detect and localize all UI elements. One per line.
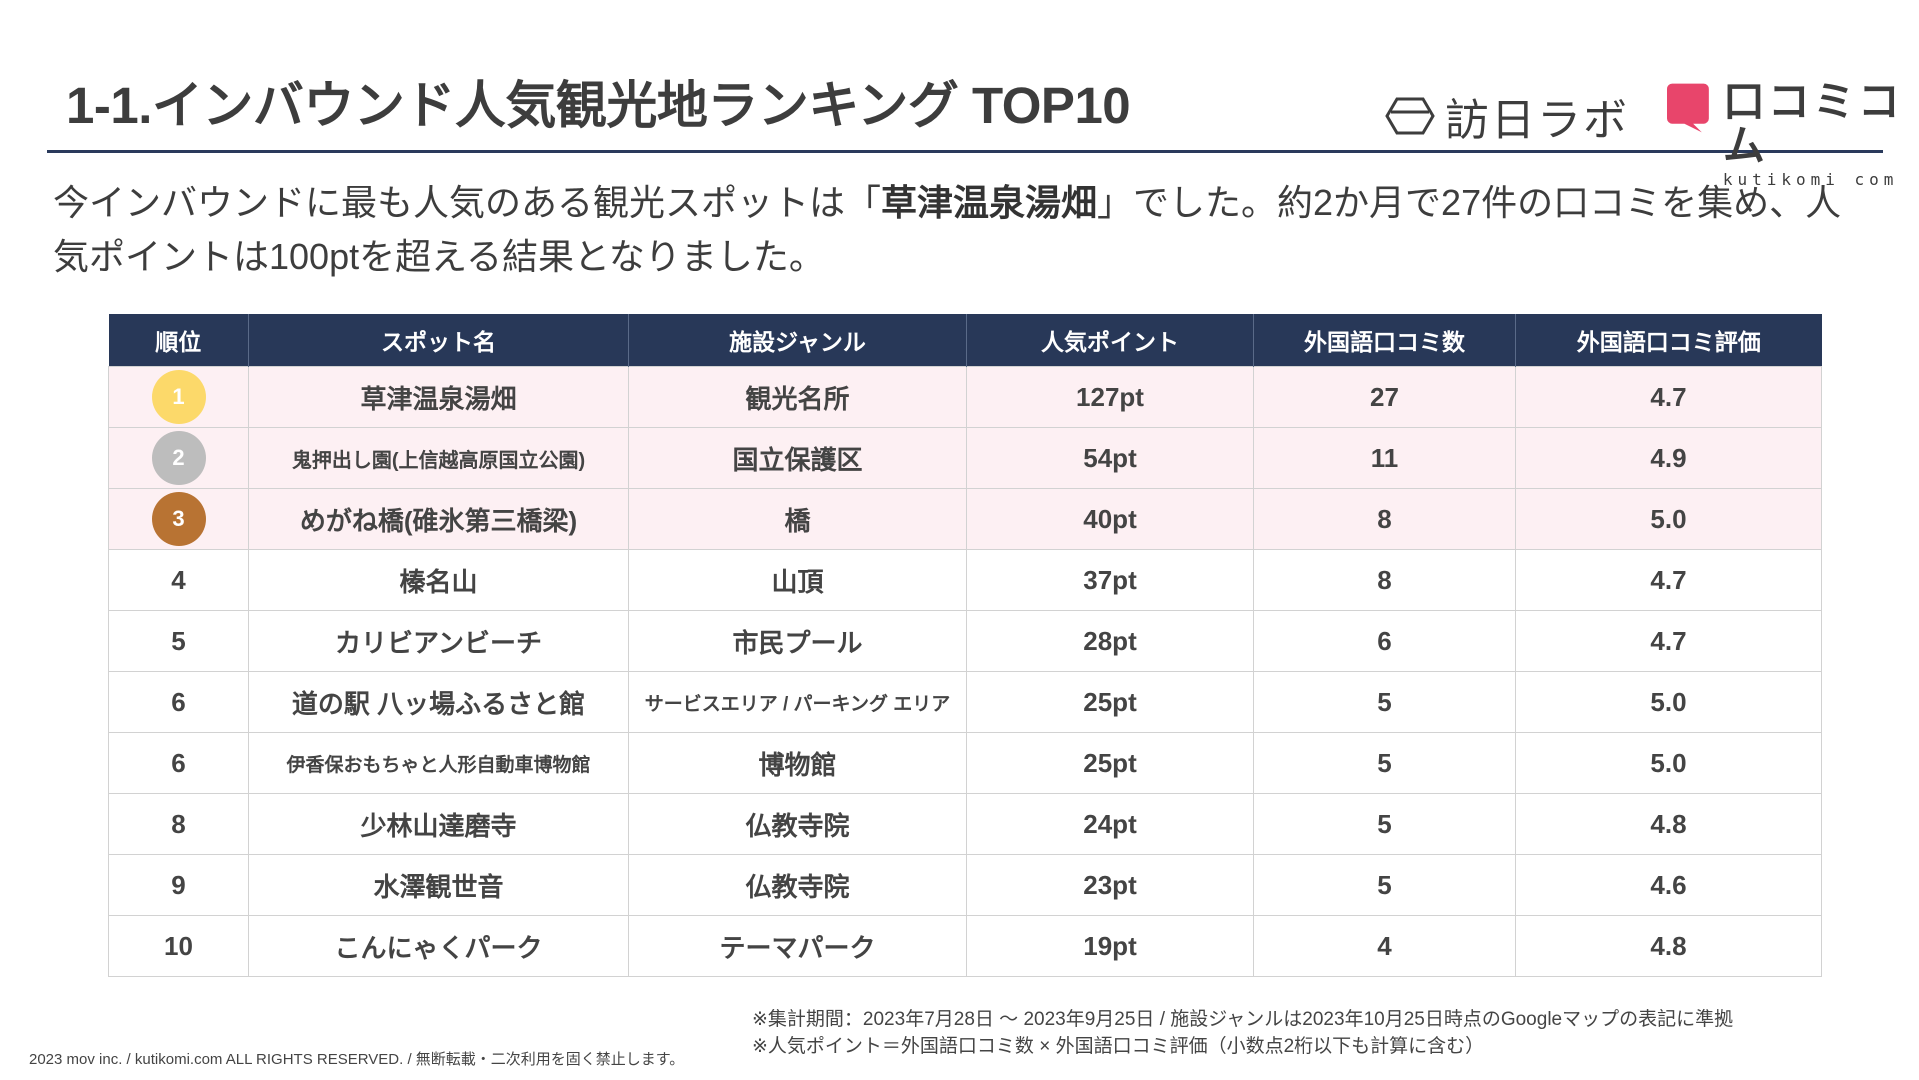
points-cell: 127pt [966,366,1254,428]
count-cell: 6 [1253,610,1516,672]
points-cell: 23pt [966,854,1254,916]
table-row: 1 草津温泉湯畑 観光名所 127pt 27 4.7 [108,366,1822,428]
footnotes: ※集計期間：2023年7月28日 〜 2023年9月25日 / 施設ジャンルは2… [752,1006,1733,1060]
rating-cell: 4.7 [1515,366,1822,428]
kuchikomi-logo: 口コミコム kutikomi com [1667,80,1919,189]
table-row: 10 こんにゃくパーク テーマパーク 19pt 4 4.8 [108,915,1822,977]
genre-cell: 観光名所 [628,366,967,428]
ranking-table: 順位 スポット名 施設ジャンル 人気ポイント 外国語口コミ数 外国語口コミ評価 … [108,314,1822,977]
count-cell: 8 [1253,488,1516,550]
rank-cell: 4 [108,549,249,611]
rating-cell: 4.7 [1515,549,1822,611]
speech-bubble-logo-icon [1667,83,1709,133]
points-cell: 25pt [966,732,1254,794]
table-row: 2 鬼押出し園(上信越高原国立公園) 国立保護区 54pt 11 4.9 [108,427,1822,489]
spot-cell: 少林山達磨寺 [248,793,629,855]
header-rank: 順位 [108,314,249,367]
spot-cell: 道の駅 八ッ場ふるさと館 [248,671,629,733]
table-row: 9 水澤観世音 仏教寺院 23pt 5 4.6 [108,854,1822,916]
genre-cell: 山頂 [628,549,967,611]
rank-cell: 6 [108,671,249,733]
table-row: 6 道の駅 八ッ場ふるさと館 サービスエリア / パーキング エリア 25pt … [108,671,1822,733]
count-cell: 27 [1253,366,1516,428]
footnote-period: ※集計期間：2023年7月28日 〜 2023年9月25日 / 施設ジャンルは2… [752,1009,1734,1030]
table-header-row: 順位 スポット名 施設ジャンル 人気ポイント 外国語口コミ数 外国語口コミ評価 [108,314,1822,367]
count-cell: 11 [1253,427,1516,489]
genre-cell: 国立保護区 [628,427,967,489]
genre-cell: 橋 [628,488,967,550]
points-cell: 28pt [966,610,1254,672]
footnote-formula: ※人気ポイント＝外国語口コミ数 × 外国語口コミ評価（小数点2桁以下も計算に含む… [752,1036,1485,1057]
points-cell: 24pt [966,793,1254,855]
spot-cell: めがね橋(碓氷第三橋梁) [248,488,629,550]
page-title: 1-1.インバウンド人気観光地ランキング TOP10 [66,77,1131,134]
rating-cell: 4.7 [1515,610,1822,672]
points-cell: 19pt [966,915,1254,977]
table-row: 3 めがね橋(碓氷第三橋梁) 橋 40pt 8 5.0 [108,488,1822,550]
rank-cell: 6 [108,732,249,794]
rank-cell: 8 [108,793,249,855]
genre-cell: サービスエリア / パーキング エリア [628,671,967,733]
rating-cell: 4.9 [1515,427,1822,489]
count-cell: 5 [1253,671,1516,733]
bronze-medal-icon: 3 [151,492,206,546]
points-cell: 54pt [966,427,1254,489]
hexagon-logo-icon [1385,97,1435,135]
gold-medal-icon: 1 [151,370,206,424]
genre-cell: 仏教寺院 [628,854,967,916]
genre-cell: 市民プール [628,610,967,672]
rating-cell: 4.8 [1515,915,1822,977]
table-row: 6 伊香保おもちゃと人形自動車博物館 博物館 25pt 5 5.0 [108,732,1822,794]
points-cell: 25pt [966,671,1254,733]
silver-medal-icon: 2 [151,431,206,485]
spot-cell: 伊香保おもちゃと人形自動車博物館 [248,732,629,794]
count-cell: 5 [1253,854,1516,916]
rating-cell: 5.0 [1515,732,1822,794]
summary-after: 」でした。約2か月で27件の口コミを集め、人気ポイントは100ptを超える結果と… [53,182,1842,277]
header-points: 人気ポイント [966,314,1254,367]
rating-cell: 4.8 [1515,793,1822,855]
table-row: 4 榛名山 山頂 37pt 8 4.7 [108,549,1822,611]
spot-cell: カリビアンビーチ [248,610,629,672]
spot-cell: 榛名山 [248,549,629,611]
genre-cell: 博物館 [628,732,967,794]
summary-highlight: 草津温泉湯畑 [881,182,1098,223]
spot-cell: こんにゃくパーク [248,915,629,977]
hounichi-logo-text: 訪日ラボ [1445,95,1629,146]
title-divider [47,150,1883,153]
genre-cell: テーマパーク [628,915,967,977]
summary-before: 今インバウンドに最も人気のある観光スポットは「 [53,182,882,223]
header-genre: 施設ジャンル [628,314,967,367]
rank-cell: 5 [108,610,249,672]
rank-cell: 1 [108,366,249,428]
header-review-rating: 外国語口コミ評価 [1515,314,1822,367]
kuchikomi-logo-subtext: kutikomi com [1722,170,1899,189]
rank-cell: 9 [108,854,249,916]
points-cell: 37pt [966,549,1254,611]
spot-cell: 鬼押出し園(上信越高原国立公園) [248,427,629,489]
copyright-text: 2023 mov inc. / kutikomi.com ALL RIGHTS … [29,1051,685,1068]
rating-cell: 5.0 [1515,488,1822,550]
spot-cell: 草津温泉湯畑 [248,366,629,428]
count-cell: 5 [1253,793,1516,855]
rank-cell: 10 [108,915,249,977]
rating-cell: 5.0 [1515,671,1822,733]
rank-cell: 3 [108,488,249,550]
points-cell: 40pt [966,488,1254,550]
summary-text: 今インバウンドに最も人気のある観光スポットは「草津温泉湯畑」でした。約2か月で2… [53,176,1853,284]
header-review-count: 外国語口コミ数 [1253,314,1516,367]
rank-cell: 2 [108,427,249,489]
spot-cell: 水澤観世音 [248,854,629,916]
genre-cell: 仏教寺院 [628,793,967,855]
kuchikomi-logo-text: 口コミコム [1722,78,1903,169]
header-spot: スポット名 [248,314,629,367]
rating-cell: 4.6 [1515,854,1822,916]
table-row: 8 少林山達磨寺 仏教寺院 24pt 5 4.8 [108,793,1822,855]
hounichi-logo: 訪日ラボ [1385,84,1629,148]
count-cell: 4 [1253,915,1516,977]
count-cell: 5 [1253,732,1516,794]
count-cell: 8 [1253,549,1516,611]
table-row: 5 カリビアンビーチ 市民プール 28pt 6 4.7 [108,610,1822,672]
